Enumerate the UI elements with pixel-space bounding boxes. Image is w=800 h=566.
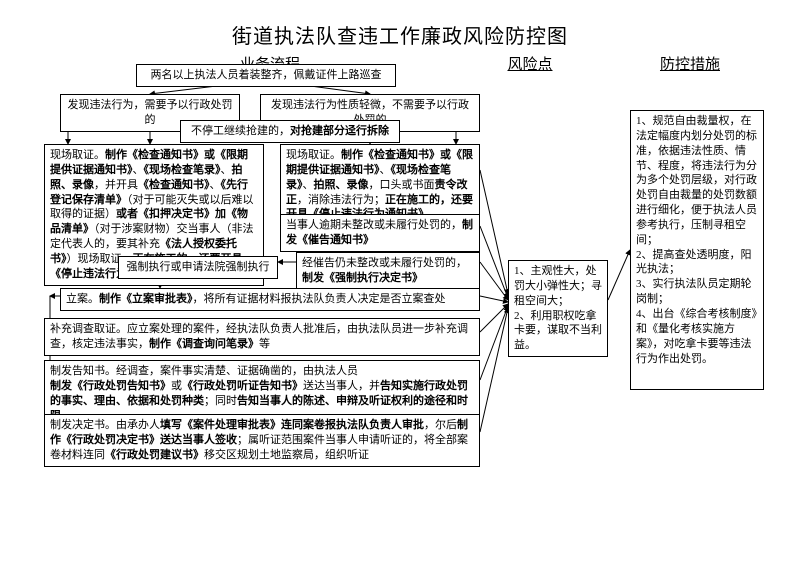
box-n11: 补充调查取证。应立案处理的案件，经执法队负责人批准后，由执法队员进一步补充调查，… [44,318,480,356]
box-risk: 1、主观性大，处罚大小弹性大；寻租空间大；2、利用职权吃拿卡要，谋取不当利益。 [508,260,608,357]
col-risk: 风险点 [450,53,610,74]
col-control: 防控措施 [610,53,770,74]
box-n7: 当事人逾期未整改或未履行处罚的，制发《催告通知书》 [280,214,480,252]
page-title: 街道执法队查违工作廉政风险防控图 [30,20,770,49]
box-n13: 制发决定书。由承办人填写《案件处理审批表》连同案卷报执法队负责人审批，尔后制作《… [44,414,480,467]
box-ctrl: 1、规范自由裁量权，在法定幅度内划分处罚的标准，依据违法性质、情节、程度，将违法… [630,110,764,390]
box-n10: 立案。制作《立案审批表》，将所有证据材料报执法队负责人决定是否立案查处 [60,288,480,311]
box-n8: 强制执行或申请法院强制执行 [118,256,278,279]
box-n4: 不停工继续抢建的，对抢建部分迳行拆除 [180,120,400,143]
box-n1: 两名以上执法人员着装整齐，佩戴证件上路巡查 [136,64,396,87]
box-n9: 经催告仍未整改或未履行处罚的，制发《强制执行决定书》 [296,252,480,290]
